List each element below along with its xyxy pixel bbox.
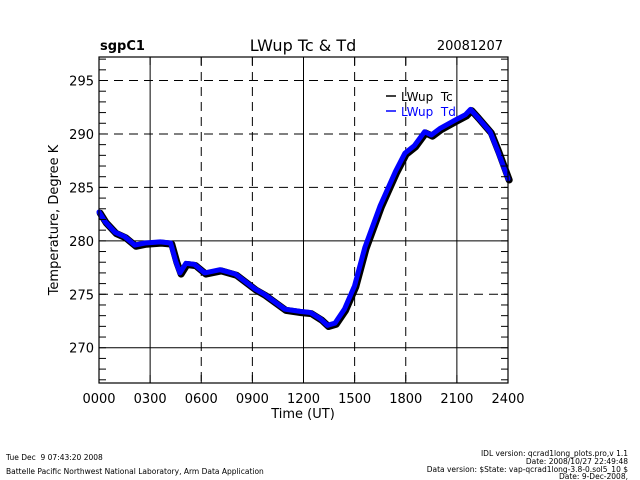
y-tick-label: 295 <box>69 75 94 90</box>
footer-timestamp: Tue Dec 9 07:43:20 2008 <box>5 453 103 462</box>
x-tick-labels: 0000 0300 0600 0900 1200 1500 1800 2100 2400 <box>82 392 524 407</box>
y-tick-label: 280 <box>69 235 94 250</box>
x-axis-label: Time (UT) <box>270 407 335 422</box>
y-tick-label: 275 <box>69 288 94 303</box>
footer-idl-date: Date: 2008/10/27 22:49:48 <box>526 457 628 466</box>
y-axis-label: Temperature, Degree K <box>47 144 62 296</box>
x-tick-label: 2100 <box>440 392 473 407</box>
legend-label-td: LWup Td <box>401 105 456 119</box>
x-tick-label: 0300 <box>134 392 167 407</box>
x-tick-label: 0900 <box>236 392 269 407</box>
y-tick-labels: 270 275 280 285 290 295 <box>69 75 94 357</box>
series-line-td <box>96 106 511 328</box>
grid <box>99 57 508 383</box>
x-tick-label: 1200 <box>287 392 320 407</box>
series-group <box>96 106 513 330</box>
legend: LWup Tc LWup Td <box>386 90 456 119</box>
y-tick-label: 290 <box>69 128 94 143</box>
x-tick-label: 0600 <box>185 392 218 407</box>
footer-data-version: Data version: $State: vap-qcrad1long-3.8… <box>427 465 629 474</box>
footer-data-date: Date: 9-Dec-2008, <box>559 472 628 480</box>
date-label: 20081207 <box>437 39 503 54</box>
x-tick-label: 0000 <box>82 392 115 407</box>
legend-label-tc: LWup Tc <box>401 90 453 104</box>
site-label: sgpC1 <box>100 39 145 54</box>
ticks <box>98 57 509 383</box>
footer-institution: Battelle Pacific Northwest National Labo… <box>6 467 264 476</box>
x-tick-label: 1800 <box>389 392 422 407</box>
y-tick-label: 270 <box>69 342 94 357</box>
x-tick-label: 1500 <box>338 392 371 407</box>
x-tick-label: 2400 <box>491 392 524 407</box>
chart-title: LWup Tc & Td <box>250 36 357 55</box>
y-tick-label: 285 <box>69 181 94 196</box>
footer-idl-version: IDL version: qcrad1long_plots.pro,v 1.1 <box>481 449 628 458</box>
